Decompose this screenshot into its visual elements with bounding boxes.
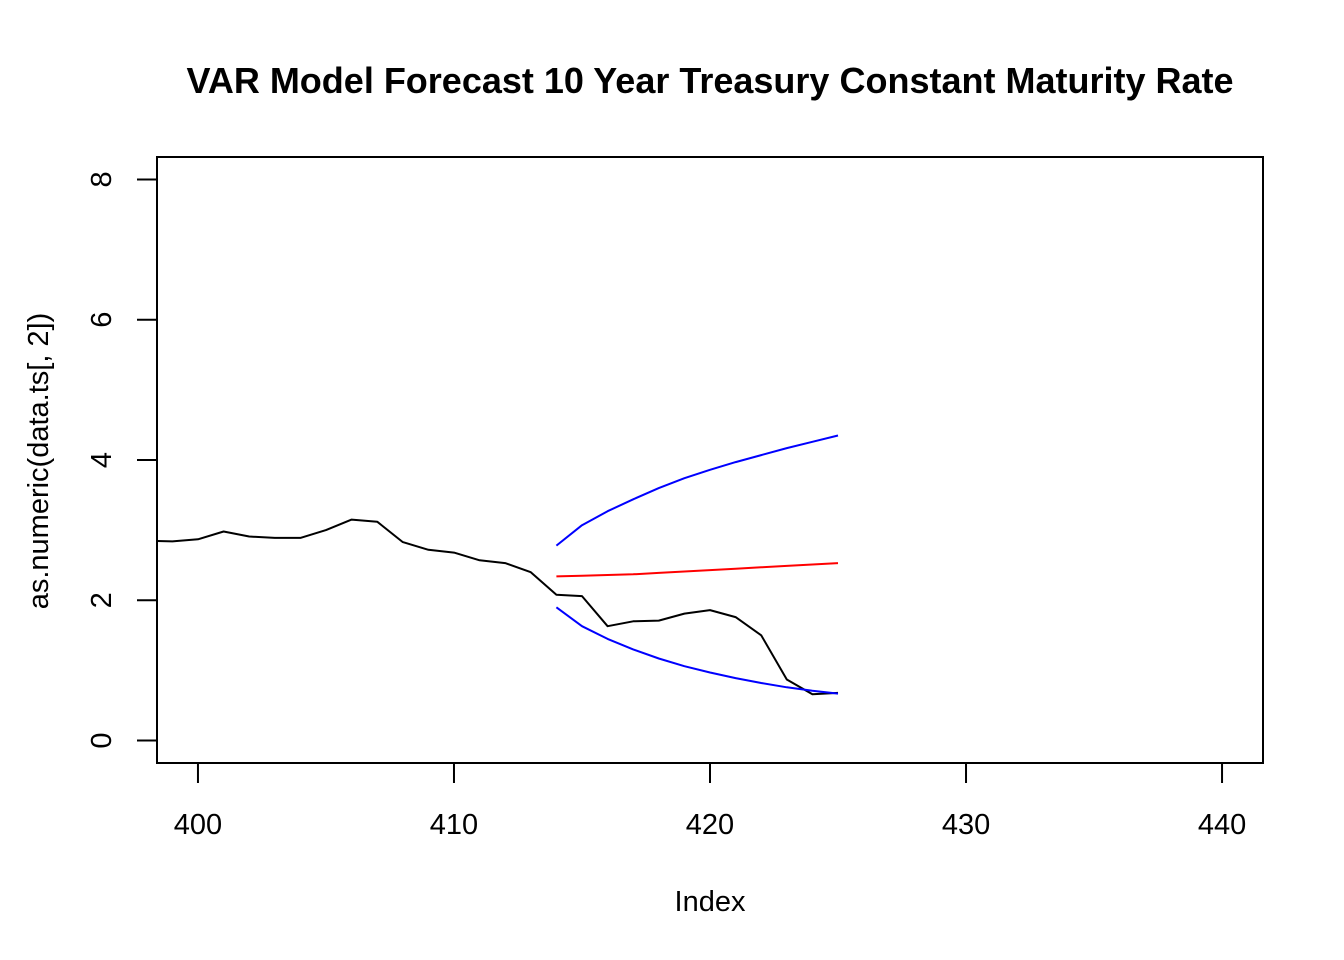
x-tick-label: 420 [686,809,734,841]
y-tick-label: 4 [86,452,118,468]
y-axis-label: as.numeric(data.ts[, 2]) [23,313,55,610]
series-layer [157,434,839,696]
y-tick-label: 8 [86,171,118,187]
y-tick-label: 2 [86,592,118,608]
y-axis: 0 2 4 6 8 [86,171,158,749]
series-line-3 [555,606,839,695]
x-tick-label: 400 [174,809,222,841]
y-tick-label: 0 [86,732,118,748]
series-line-2 [555,434,839,547]
x-axis-label: Index [675,886,746,918]
series-line-0 [157,518,839,696]
x-tick-label: 440 [1198,809,1246,841]
chart-title: VAR Model Forecast 10 Year Treasury Cons… [186,60,1233,101]
y-tick-label: 6 [86,312,118,328]
x-axis: 400 410 420 430 440 [174,762,1246,841]
x-tick-label: 430 [942,809,990,841]
series-line-1 [556,562,839,578]
x-tick-label: 410 [430,809,478,841]
